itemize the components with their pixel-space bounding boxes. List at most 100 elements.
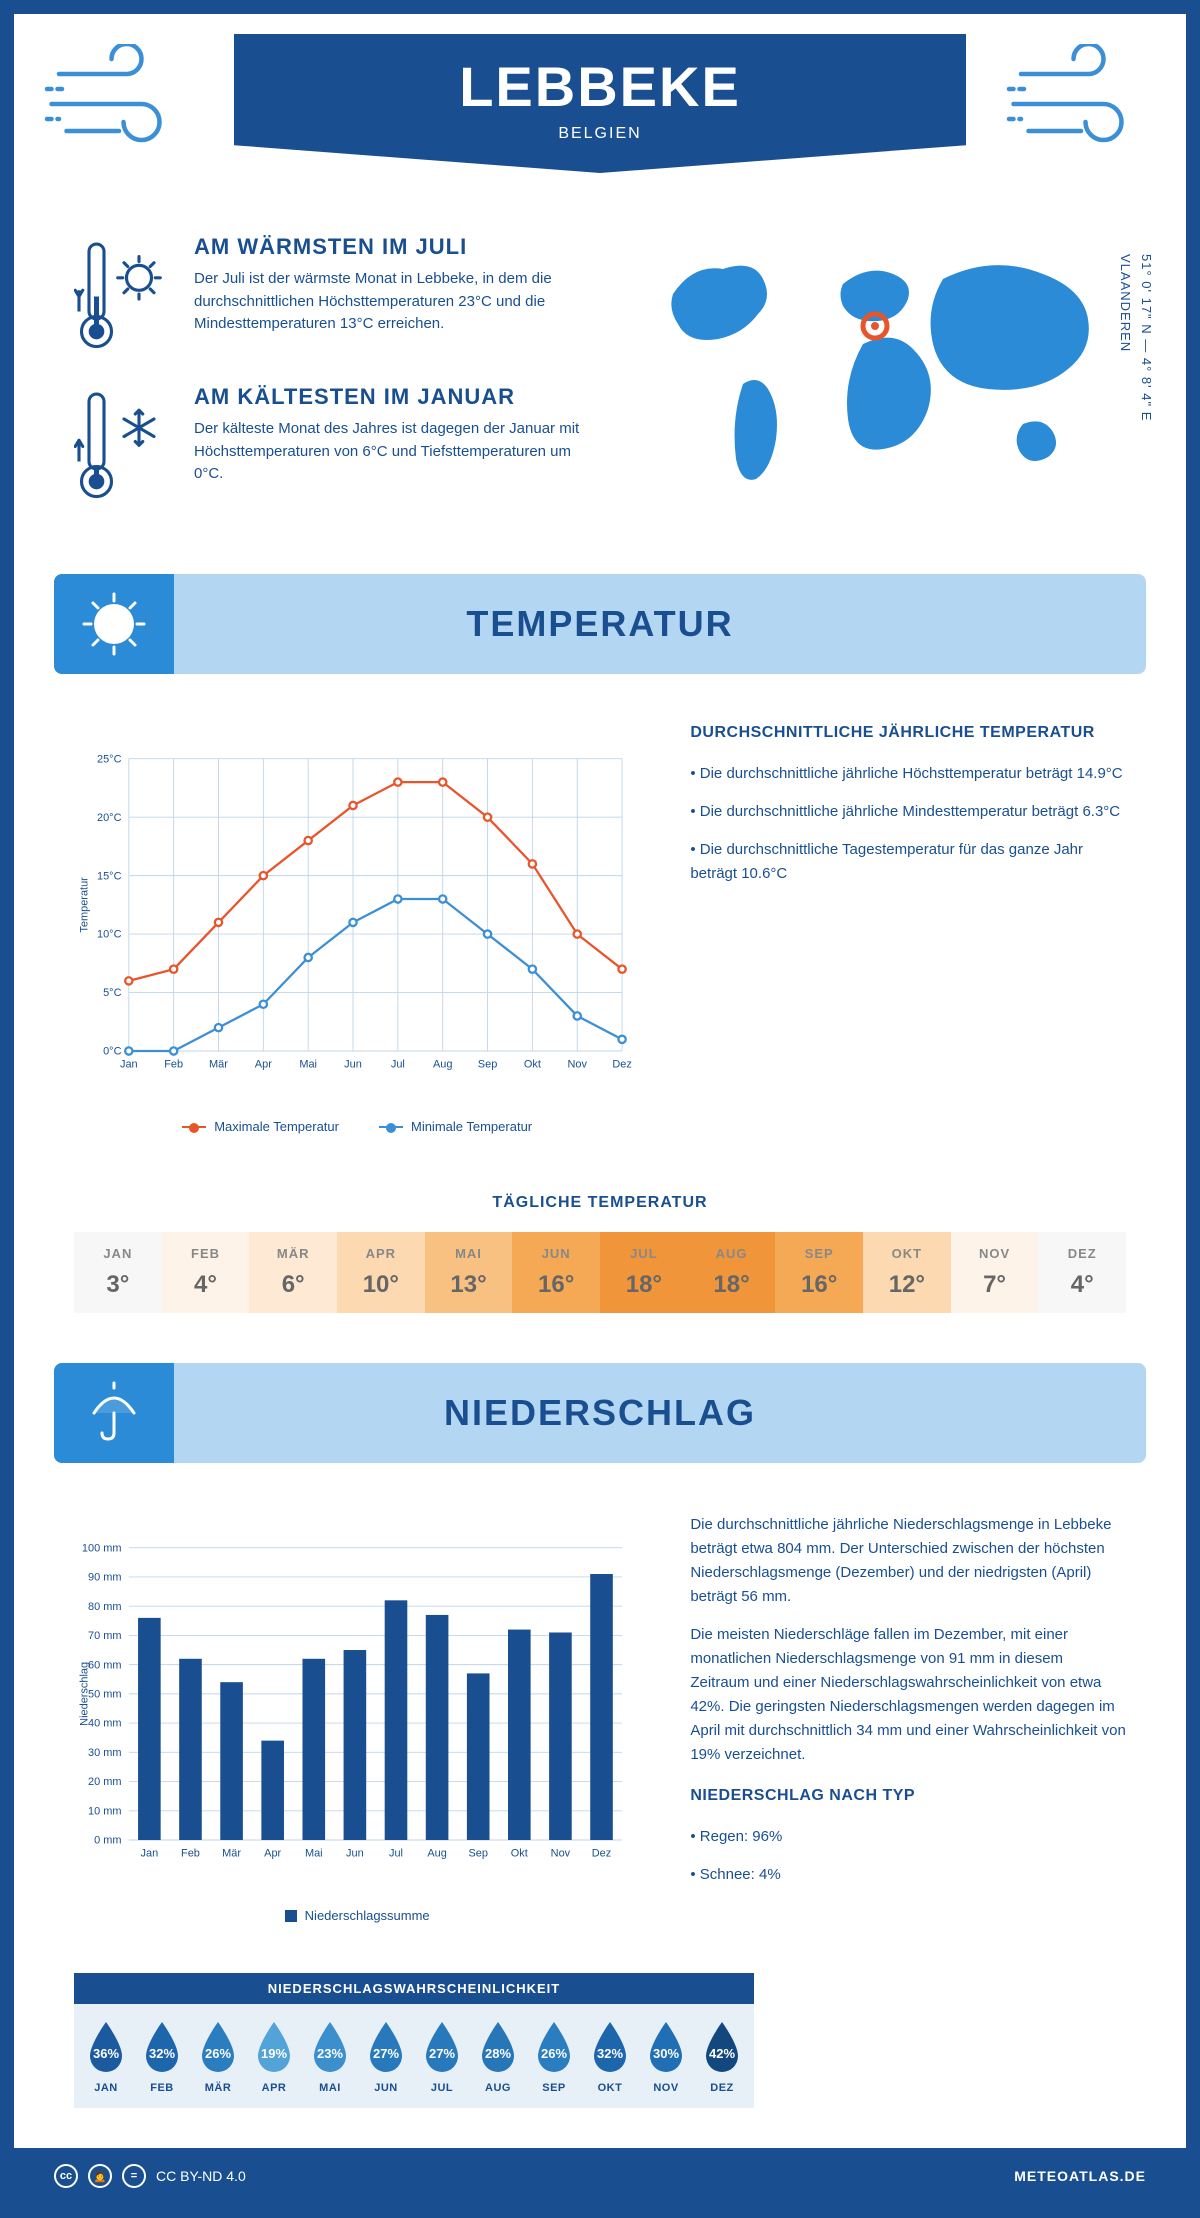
fact-text: Der kälteste Monat des Jahres ist dagege… (194, 418, 580, 486)
svg-text:Jun: Jun (344, 1058, 362, 1070)
wind-icon (44, 44, 194, 164)
svg-text:Jan: Jan (120, 1058, 138, 1070)
fact-warmest: AM WÄRMSTEN IM JULI Der Juli ist der wär… (74, 234, 580, 354)
svg-text:15°C: 15°C (97, 870, 122, 882)
svg-text:10 mm: 10 mm (88, 1805, 121, 1817)
svg-text:Okt: Okt (511, 1847, 528, 1859)
svg-text:30 mm: 30 mm (88, 1747, 121, 1759)
prob-drop: 28% AUG (472, 2018, 524, 2094)
footer: cc 🙍 = CC BY-ND 4.0 METEOATLAS.DE (14, 2148, 1186, 2204)
prob-drop: 27% JUL (416, 2018, 468, 2094)
daily-cell: OKT12° (863, 1232, 951, 1313)
svg-text:20°C: 20°C (97, 812, 122, 824)
chart-legend: Niederschlagssumme (74, 1908, 640, 1923)
wind-icon (1006, 44, 1156, 164)
daily-cell: APR10° (337, 1232, 425, 1313)
svg-text:Mär: Mär (222, 1847, 241, 1859)
svg-text:32%: 32% (597, 2046, 623, 2061)
fact-text: Der Juli ist der wärmste Monat in Lebbek… (194, 268, 580, 336)
fact-title: AM KÄLTESTEN IM JANUAR (194, 384, 580, 410)
daily-cell: JUN16° (512, 1232, 600, 1313)
svg-text:Aug: Aug (433, 1058, 453, 1070)
prob-title: NIEDERSCHLAGSWAHRSCHEINLICHKEIT (74, 1973, 754, 2004)
infographic-page: LEBBEKE BELGIEN AM WÄRMSTEN IM JULI Der … (0, 0, 1200, 2218)
svg-text:Sep: Sep (468, 1847, 488, 1859)
svg-text:100 mm: 100 mm (82, 1542, 122, 1554)
license: cc 🙍 = CC BY-ND 4.0 (54, 2164, 246, 2188)
svg-text:0 mm: 0 mm (94, 1835, 121, 1847)
svg-text:Dez: Dez (612, 1058, 631, 1070)
prob-drop: 36% JAN (80, 2018, 132, 2094)
svg-text:Jan: Jan (141, 1847, 159, 1859)
svg-text:90 mm: 90 mm (88, 1572, 121, 1584)
section-title: NIEDERSCHLAG (444, 1392, 756, 1434)
temperature-summary: DURCHSCHNITTLICHE JÄHRLICHE TEMPERATUR •… (690, 724, 1126, 1134)
fact-coldest: AM KÄLTESTEN IM JANUAR Der kälteste Mona… (74, 384, 580, 504)
umbrella-icon (54, 1363, 174, 1463)
svg-text:Nov: Nov (567, 1058, 587, 1070)
section-header-precipitation: NIEDERSCHLAG (54, 1363, 1146, 1463)
summary-heading: NIEDERSCHLAG NACH TYP (690, 1787, 1126, 1805)
world-map-icon (620, 234, 1126, 514)
by-icon: 🙍 (88, 2164, 112, 2188)
prob-drop: 42% DEZ (696, 2018, 748, 2094)
svg-text:23%: 23% (317, 2046, 343, 2061)
svg-text:26%: 26% (541, 2046, 567, 2061)
nd-icon: = (122, 2164, 146, 2188)
svg-text:Mär: Mär (209, 1058, 228, 1070)
svg-text:50 mm: 50 mm (88, 1689, 121, 1701)
daily-cell: MAI13° (425, 1232, 513, 1313)
site-name: METEOATLAS.DE (1014, 2168, 1146, 2184)
prob-drop: 26% SEP (528, 2018, 580, 2094)
svg-text:27%: 27% (429, 2046, 455, 2061)
intro-facts: AM WÄRMSTEN IM JULI Der Juli ist der wär… (74, 234, 580, 534)
svg-text:Apr: Apr (264, 1847, 281, 1859)
svg-text:Niederschlag: Niederschlag (79, 1662, 91, 1726)
svg-text:26%: 26% (205, 2046, 231, 2061)
svg-text:Feb: Feb (181, 1847, 200, 1859)
prob-drop: 27% JUN (360, 2018, 412, 2094)
svg-text:Dez: Dez (592, 1847, 611, 1859)
title-banner: LEBBEKE BELGIEN (234, 34, 966, 173)
thermometer-snow-icon (74, 384, 174, 504)
svg-text:Mai: Mai (305, 1847, 323, 1859)
svg-text:42%: 42% (709, 2046, 735, 2061)
page-title: LEBBEKE (274, 54, 926, 119)
temperature-line-chart: 0°C5°C10°C15°C20°C25°CJanFebMärAprMaiJun… (74, 724, 640, 1104)
svg-text:70 mm: 70 mm (88, 1630, 121, 1642)
svg-text:Nov: Nov (551, 1847, 571, 1859)
daily-cell: FEB4° (162, 1232, 250, 1313)
daily-cell: JUL18° (600, 1232, 688, 1313)
cc-icon: cc (54, 2164, 78, 2188)
svg-text:32%: 32% (149, 2046, 175, 2061)
precipitation-probability: NIEDERSCHLAGSWAHRSCHEINLICHKEIT 36% JAN … (74, 1973, 754, 2108)
svg-text:Jul: Jul (391, 1058, 405, 1070)
svg-text:Jul: Jul (389, 1847, 403, 1859)
precipitation-body: 0 mm10 mm20 mm30 mm40 mm50 mm60 mm70 mm8… (14, 1463, 1186, 1953)
svg-text:27%: 27% (373, 2046, 399, 2061)
svg-text:30%: 30% (653, 2046, 679, 2061)
svg-text:25°C: 25°C (97, 753, 122, 765)
sun-icon (54, 574, 174, 674)
svg-text:Feb: Feb (164, 1058, 183, 1070)
summary-heading: DURCHSCHNITTLICHE JÄHRLICHE TEMPERATUR (690, 724, 1126, 742)
svg-text:60 mm: 60 mm (88, 1659, 121, 1671)
daily-cell: AUG18° (688, 1232, 776, 1313)
daily-cell: NOV7° (951, 1232, 1039, 1313)
svg-text:20 mm: 20 mm (88, 1776, 121, 1788)
prob-drop: 32% FEB (136, 2018, 188, 2094)
daily-cell: JAN3° (74, 1232, 162, 1313)
svg-text:Sep: Sep (478, 1058, 498, 1070)
coordinates: 51° 0' 17" N — 4° 8' 4" EVLAANDEREN (1114, 254, 1156, 421)
page-subtitle: BELGIEN (274, 125, 926, 143)
svg-text:28%: 28% (485, 2046, 511, 2061)
prob-drop: 30% NOV (640, 2018, 692, 2094)
svg-text:36%: 36% (93, 2046, 119, 2061)
fact-title: AM WÄRMSTEN IM JULI (194, 234, 580, 260)
map-container: 51° 0' 17" N — 4° 8' 4" EVLAANDEREN (620, 234, 1126, 534)
daily-title: TÄGLICHE TEMPERATUR (14, 1194, 1186, 1212)
chart-legend: Maximale Temperatur Minimale Temperatur (74, 1119, 640, 1134)
intro-section: AM WÄRMSTEN IM JULI Der Juli ist der wär… (14, 214, 1186, 574)
svg-text:Temperatur: Temperatur (79, 877, 91, 933)
daily-cell: SEP16° (775, 1232, 863, 1313)
